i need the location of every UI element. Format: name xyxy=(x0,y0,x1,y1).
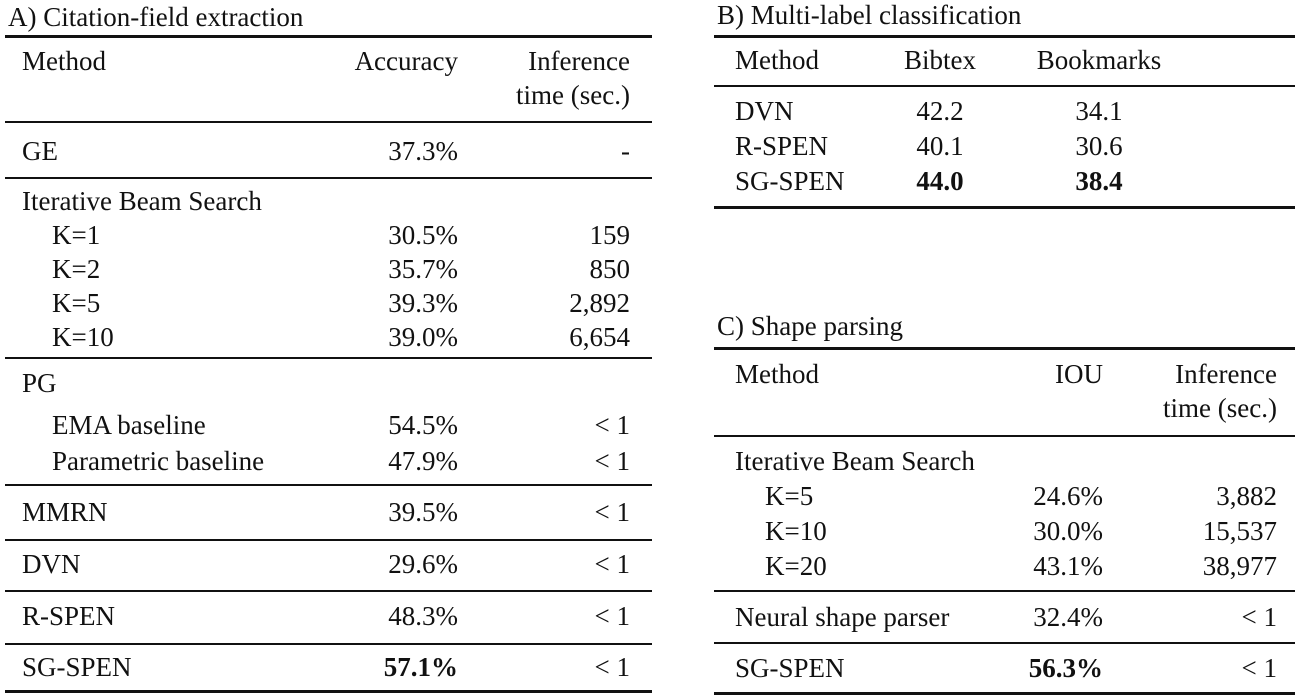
cell-metric-2: < 1 xyxy=(594,497,630,527)
cell-metric: 43.1% xyxy=(1033,551,1103,581)
row-label: DVN xyxy=(22,549,81,579)
cell-metric: 48.3% xyxy=(388,601,458,631)
cell-metric-2: 2,892 xyxy=(569,288,630,318)
row-label: K=20 xyxy=(765,551,827,581)
column-header: Method xyxy=(22,46,106,76)
cell-metric-2: 3,882 xyxy=(1216,481,1277,511)
cell-metric-2: < 1 xyxy=(1241,653,1277,683)
row-group-label: Iterative Beam Search xyxy=(735,446,975,476)
table-rule xyxy=(5,643,652,645)
table-rule xyxy=(714,642,1295,644)
row-label: K=10 xyxy=(52,322,114,352)
table-rule xyxy=(5,590,652,592)
cell-metric: 40.1 xyxy=(916,131,964,161)
cell-metric-2: 850 xyxy=(589,254,631,284)
column-header: Bookmarks xyxy=(1036,45,1162,75)
row-label: SG-SPEN xyxy=(22,652,132,682)
table-rule xyxy=(5,357,652,359)
row-label: K=5 xyxy=(52,288,101,318)
cell-metric: 44.0 xyxy=(916,166,964,196)
cell-metric: 32.4% xyxy=(1033,602,1103,632)
table-rule xyxy=(5,484,652,486)
row-label: K=5 xyxy=(765,481,814,511)
row-label: GE xyxy=(22,136,58,166)
table-rule xyxy=(714,590,1295,592)
table-rule xyxy=(5,177,652,179)
cell-metric-2: 6,654 xyxy=(569,322,630,352)
column-header: Inference xyxy=(528,46,630,76)
cell-metric: 30.0% xyxy=(1033,516,1103,546)
cell-metric: 39.3% xyxy=(388,288,458,318)
table-rule xyxy=(714,435,1295,437)
column-header: Accuracy xyxy=(354,46,458,76)
cell-metric-2: < 1 xyxy=(594,446,630,476)
cell-metric: 24.6% xyxy=(1033,481,1103,511)
table-rule xyxy=(5,121,652,123)
cell-metric-2: < 1 xyxy=(594,601,630,631)
table-title-a: A) Citation-field extraction xyxy=(8,2,304,32)
cell-metric-2: 159 xyxy=(589,220,631,250)
row-label: SG-SPEN xyxy=(735,166,845,196)
row-label: Neural shape parser xyxy=(735,602,950,632)
column-header: Inference xyxy=(1175,359,1277,389)
table-rule xyxy=(714,35,1295,38)
cell-metric-2: 38,977 xyxy=(1202,551,1277,581)
row-label: R-SPEN xyxy=(22,601,116,631)
cell-metric: 37.3% xyxy=(388,136,458,166)
cell-metric: 56.3% xyxy=(1028,653,1103,683)
cell-metric: 39.5% xyxy=(388,497,458,527)
table-rule xyxy=(714,347,1295,350)
cell-metric-2: 34.1 xyxy=(1075,96,1123,126)
row-label: EMA baseline xyxy=(52,410,206,440)
cell-metric-2: < 1 xyxy=(594,410,630,440)
table-title-b: B) Multi-label classification xyxy=(717,0,1022,30)
column-header: time (sec.) xyxy=(516,80,630,110)
table-rule xyxy=(714,85,1295,87)
cell-metric: 47.9% xyxy=(388,446,458,476)
cell-metric: 42.2 xyxy=(916,96,964,126)
row-label: Parametric baseline xyxy=(52,446,265,476)
column-header: IOU xyxy=(1055,359,1103,389)
cell-metric-2: 38.4 xyxy=(1075,166,1123,196)
row-label: DVN xyxy=(735,96,794,126)
cell-metric: 57.1% xyxy=(383,652,458,682)
column-header: Method xyxy=(735,359,819,389)
cell-metric-2: - xyxy=(621,136,630,166)
row-group-label: PG xyxy=(22,368,57,398)
cell-metric-2: < 1 xyxy=(594,652,630,682)
table-rule xyxy=(5,35,652,38)
cell-metric-2: < 1 xyxy=(1241,602,1277,632)
row-group-label: Iterative Beam Search xyxy=(22,186,262,216)
table-rule xyxy=(714,206,1295,209)
row-label: MMRN xyxy=(22,497,108,527)
table-rule xyxy=(5,690,652,693)
cell-metric: 35.7% xyxy=(388,254,458,284)
cell-metric-2: 15,537 xyxy=(1202,516,1277,546)
table-title-c: C) Shape parsing xyxy=(717,311,903,341)
cell-metric: 30.5% xyxy=(388,220,458,250)
cell-metric: 54.5% xyxy=(388,410,458,440)
column-header: time (sec.) xyxy=(1163,393,1277,423)
column-header: Method xyxy=(735,45,819,75)
table-rule xyxy=(714,692,1295,695)
row-label: SG-SPEN xyxy=(735,653,845,683)
table-rule xyxy=(5,539,652,541)
cell-metric: 39.0% xyxy=(388,322,458,352)
cell-metric: 29.6% xyxy=(388,549,458,579)
row-label: R-SPEN xyxy=(735,131,829,161)
row-label: K=10 xyxy=(765,516,827,546)
row-label: K=1 xyxy=(52,220,101,250)
row-label: K=2 xyxy=(52,254,101,284)
cell-metric-2: < 1 xyxy=(594,549,630,579)
cell-metric-2: 30.6 xyxy=(1075,131,1123,161)
column-header: Bibtex xyxy=(904,45,976,75)
